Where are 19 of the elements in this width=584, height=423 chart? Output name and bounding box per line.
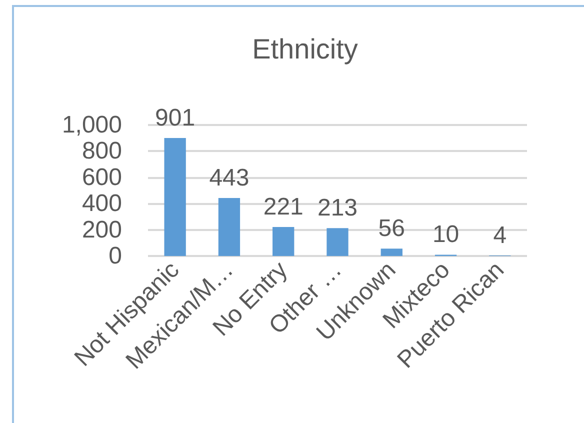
data-label: 4 [493, 222, 507, 249]
bar [218, 198, 240, 256]
data-label: 10 [432, 221, 460, 248]
bar [164, 138, 186, 256]
y-tick-label: 400 [82, 190, 122, 218]
chart-title: Ethnicity [252, 34, 358, 64]
y-tick-label: 1,000 [62, 112, 122, 138]
y-tick-label: 200 [82, 216, 122, 244]
bar [272, 227, 294, 256]
y-tick-label: 600 [82, 164, 122, 191]
data-label: 901 [155, 104, 196, 132]
bar [380, 248, 402, 256]
y-tick-label: 800 [82, 138, 122, 165]
bar [326, 228, 348, 256]
data-label: 221 [263, 194, 304, 221]
data-label: 213 [317, 194, 358, 222]
data-label: 443 [209, 164, 250, 192]
y-tick-label: 0 [108, 242, 122, 270]
data-label: 56 [378, 215, 405, 242]
